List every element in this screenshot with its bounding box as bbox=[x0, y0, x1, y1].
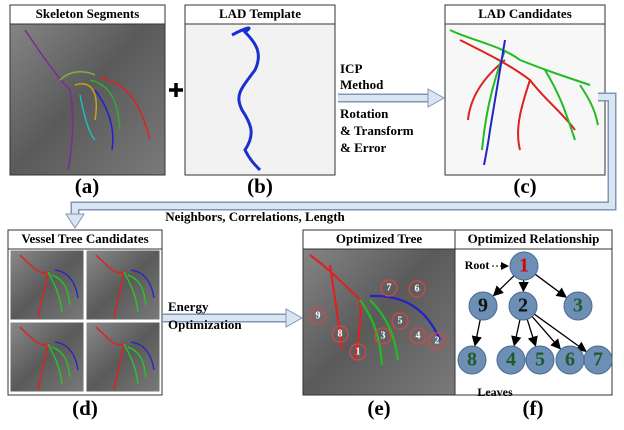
method-text: ICP bbox=[340, 61, 362, 76]
node-label: 4 bbox=[506, 349, 516, 371]
thumbnail bbox=[86, 250, 160, 320]
plus-sign bbox=[169, 83, 183, 97]
arrow-head bbox=[66, 214, 84, 228]
root-label: Root bbox=[465, 258, 490, 272]
panel-title: Skeleton Segments bbox=[36, 6, 140, 21]
marker-label: 2 bbox=[435, 335, 440, 346]
panel-label: (a) bbox=[75, 174, 100, 198]
panel-title: Vessel Tree Candidates bbox=[21, 231, 148, 246]
marker-label: 4 bbox=[416, 330, 421, 341]
node-label: 8 bbox=[467, 349, 477, 371]
panel-label: (b) bbox=[247, 174, 273, 198]
panel-label: (e) bbox=[367, 396, 390, 420]
node-label: 3 bbox=[573, 295, 583, 317]
node-label: 6 bbox=[565, 349, 575, 371]
figure: Skeleton Segments (a) LAD Template (b) LAD C… bbox=[0, 0, 624, 430]
panel-frame bbox=[185, 5, 335, 175]
marker-label: 7 bbox=[387, 282, 392, 293]
arrow-head bbox=[428, 89, 444, 107]
node-label: 2 bbox=[518, 295, 528, 317]
connector-text: Neighbors, Correlations, Length bbox=[165, 209, 345, 224]
node-label: 7 bbox=[593, 349, 603, 371]
marker-label: 5 bbox=[398, 315, 403, 326]
arrow-head bbox=[286, 309, 302, 327]
method-text: Rotation bbox=[340, 106, 389, 121]
method-text: Optimization bbox=[168, 317, 242, 332]
panel-label: (f) bbox=[523, 396, 544, 420]
panel-label: (c) bbox=[513, 174, 536, 198]
marker-label: 9 bbox=[316, 310, 321, 321]
node-label: 5 bbox=[535, 349, 545, 371]
thumbnail bbox=[86, 322, 160, 392]
thumbnail bbox=[10, 250, 84, 320]
marker-label: 1 bbox=[356, 346, 361, 357]
node-label: 9 bbox=[478, 295, 488, 317]
method-text: Energy bbox=[168, 299, 209, 314]
method-text: & Error bbox=[340, 140, 387, 155]
panel-title: Optimized Relationship bbox=[468, 231, 600, 246]
method-text: Method bbox=[340, 77, 384, 92]
node-label: 1 bbox=[519, 255, 529, 277]
panel-title: LAD Candidates bbox=[478, 6, 572, 21]
panel-frame bbox=[10, 5, 165, 175]
method-text: & Transform bbox=[340, 123, 414, 138]
thumbnail bbox=[10, 322, 84, 392]
panel-title: Optimized Tree bbox=[336, 231, 423, 246]
marker-label: 6 bbox=[415, 283, 420, 294]
panel-frame bbox=[445, 5, 605, 175]
panel-label: (d) bbox=[72, 396, 98, 420]
marker-label: 8 bbox=[338, 328, 343, 339]
marker-label: 3 bbox=[381, 330, 386, 341]
leaves-label: Leaves bbox=[477, 385, 513, 399]
panel-title: LAD Template bbox=[219, 6, 301, 21]
